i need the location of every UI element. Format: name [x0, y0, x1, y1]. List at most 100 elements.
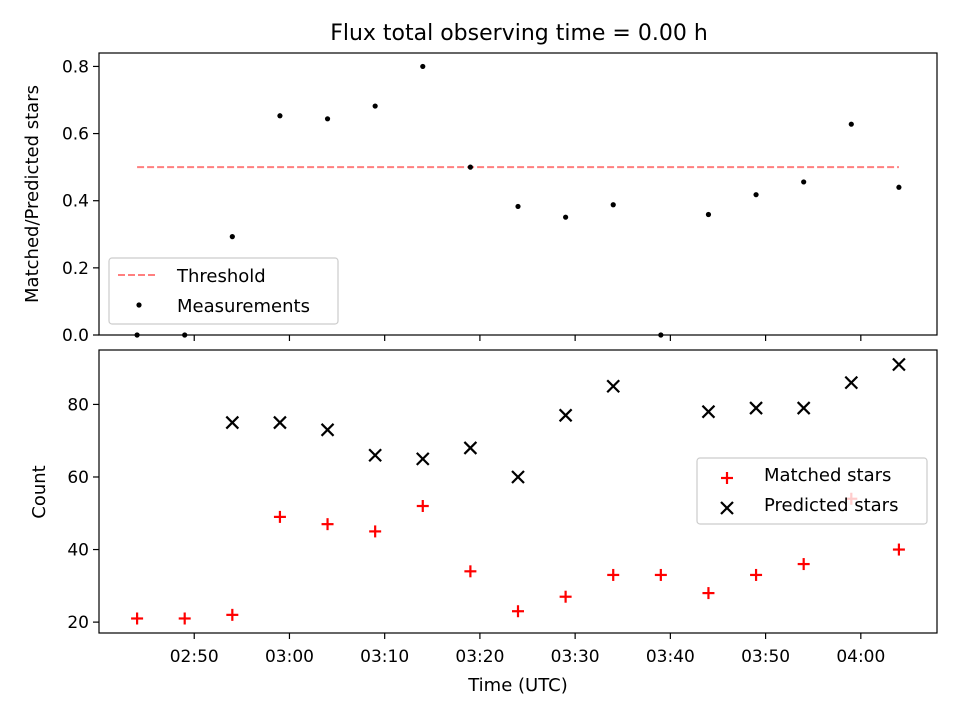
x-tick-label: 03:20 — [455, 647, 504, 667]
top-y-tick-label: 0.4 — [62, 192, 89, 212]
legend-predicted-swatch — [720, 501, 734, 515]
matched-star-point — [369, 525, 382, 538]
measurement-point — [848, 121, 854, 127]
matched-star-point — [321, 518, 334, 531]
bottom-legend-box — [696, 457, 928, 525]
bottom-y-tick-label: 20 — [67, 613, 89, 633]
predicted-star-point — [606, 379, 621, 394]
measurement-point — [753, 192, 759, 198]
predicted-marker-b — [368, 448, 382, 462]
top-y-tick-label: 0.0 — [62, 326, 89, 346]
measurement-point — [277, 113, 283, 119]
matched-star-point — [226, 608, 239, 621]
measurement-point — [467, 164, 473, 170]
matched-star-point — [750, 568, 763, 581]
matched-star-point — [512, 605, 524, 618]
matched-star-point — [559, 590, 572, 603]
chart-title: Flux total observing time = 0.00 h — [330, 21, 708, 46]
x-tick-label: 03:30 — [551, 647, 600, 667]
predicted-star-point — [892, 357, 906, 372]
top-legend: Threshold Measurements — [108, 257, 339, 325]
bottom-y-ticks: 20 40 60 80 — [67, 395, 99, 633]
measurement-point — [515, 203, 521, 210]
top-y-tick-label: 0.8 — [62, 57, 89, 77]
predicted-star-point — [558, 408, 573, 423]
matched-star-point — [702, 587, 715, 600]
predicted-marker-b — [701, 404, 716, 419]
matched-star-point — [273, 510, 286, 523]
legend-matched-label: Matched stars — [764, 465, 891, 486]
measurement-point — [134, 332, 140, 338]
top-y-axis-label: Matched/Predicted stars — [22, 85, 43, 303]
bottom-y-axis-label: Count — [29, 465, 50, 518]
x-ticks: 02:50 03:00 03:10 03:20 03:30 03:40 03:50 04:00 — [170, 335, 885, 667]
bottom-legend: Matched stars Predicted stars — [696, 457, 928, 525]
top-y-ticks: 0.0 0.2 0.4 0.6 0.8 — [62, 57, 99, 346]
measurement-points — [134, 63, 902, 338]
x-tick-label: 02:50 — [170, 647, 219, 667]
x-tick-label: 03:50 — [741, 647, 790, 667]
legend-threshold-label: Threshold — [176, 266, 266, 287]
predicted-star-point — [463, 441, 478, 455]
top-y-tick-label: 0.6 — [62, 125, 89, 145]
predicted-marker-b — [892, 357, 906, 372]
x-tick-label: 03:10 — [360, 647, 409, 667]
predicted-star-point — [701, 404, 716, 419]
predicted-star-point — [511, 470, 525, 484]
predicted-marker-b — [558, 408, 573, 423]
bottom-y-tick-label: 80 — [67, 395, 89, 415]
matched-star-point — [797, 558, 810, 571]
measurement-point — [563, 214, 569, 220]
bottom-y-tick-label: 40 — [67, 541, 89, 561]
predicted-marker-b — [796, 401, 811, 415]
predicted-marker-b — [606, 379, 621, 394]
legend-predicted-label: Predicted stars — [764, 495, 898, 516]
measurement-point — [229, 234, 235, 240]
measurement-point — [372, 103, 378, 109]
measurement-point — [324, 116, 331, 122]
top-y-tick-label: 0.2 — [62, 259, 89, 279]
matched-star-point — [416, 500, 429, 513]
x-tick-label: 03:40 — [646, 647, 695, 667]
x-axis-label: Time (UTC) — [467, 675, 568, 696]
bottom-y-tick-label: 60 — [67, 468, 89, 488]
matched-star-point — [892, 543, 905, 556]
matched-star-point — [607, 568, 620, 581]
predicted-marker-b — [415, 452, 430, 466]
measurement-point — [610, 202, 616, 208]
predicted-star-point — [225, 415, 240, 430]
predicted-marker-b — [273, 415, 287, 430]
matched-star-point — [131, 612, 144, 625]
x-tick-label: 03:00 — [265, 647, 314, 667]
legend-measurements-swatch — [136, 302, 142, 308]
top-legend-box — [108, 257, 339, 325]
measurement-point — [182, 332, 188, 338]
predicted-star-point — [320, 423, 335, 437]
measurement-point — [896, 184, 902, 190]
measurement-point — [801, 179, 807, 185]
predicted-star-point — [749, 401, 763, 415]
predicted-marker-b — [463, 441, 478, 455]
measurement-point — [658, 332, 664, 338]
top-panel: 0.00.20.40.60.8 Matched/Predicted stars … — [22, 52, 938, 346]
predicted-star-point — [796, 401, 811, 415]
predicted-star-point — [415, 452, 430, 466]
predicted-marker-b — [225, 415, 240, 430]
x-tick-label: 04:00 — [836, 647, 885, 667]
legend-measurements-label: Measurements — [177, 296, 310, 317]
count-points — [131, 357, 906, 625]
top-plot-frame — [98, 52, 938, 336]
measurement-point — [420, 63, 426, 70]
predicted-marker-b — [320, 423, 335, 437]
predicted-star-point — [368, 448, 382, 462]
measurement-point — [705, 211, 712, 218]
predicted-marker-b — [749, 401, 763, 415]
bottom-plot-frame — [98, 349, 938, 634]
matched-star-point — [464, 565, 477, 578]
legend-matched-swatch — [721, 472, 733, 484]
predicted-star-point — [273, 415, 287, 430]
matched-star-point — [178, 612, 191, 625]
matched-star-point — [654, 568, 667, 581]
